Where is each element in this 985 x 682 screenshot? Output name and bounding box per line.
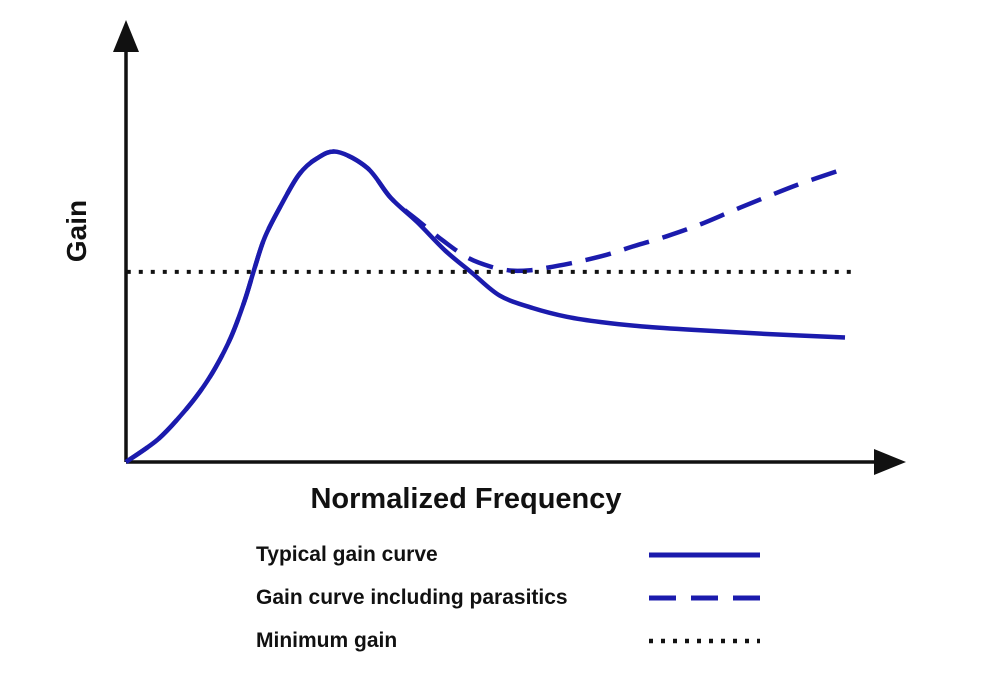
legend-label: Typical gain curve: [256, 542, 438, 566]
legend-swatch-dashed-line-icon: [649, 595, 760, 600]
x-axis-label: Normalized Frequency: [310, 483, 622, 515]
curve-solid-typical-gain-curve: [124, 149, 846, 464]
x-axis-arrow-icon: [874, 449, 906, 475]
legend-swatch-dotted-line-icon: [649, 638, 760, 643]
legend-label: Gain curve including parasitics: [256, 585, 568, 609]
y-axis-arrow-icon: [113, 20, 139, 52]
legend-item-gain-curve-including-parasitics: Gain curve including parasitics: [256, 576, 762, 619]
curve-dashed-gain-curve-including-parasitics: [124, 149, 844, 464]
chart-legend: Typical gain curve Gain curve including …: [256, 533, 762, 662]
legend-item-minimum-gain: Minimum gain: [256, 619, 762, 662]
legend-label: Minimum gain: [256, 628, 398, 652]
legend-item-typical-gain-curve: Typical gain curve: [256, 533, 762, 576]
y-axis-label: Gain: [61, 199, 92, 263]
legend-swatch-solid-line-icon: [649, 552, 760, 557]
